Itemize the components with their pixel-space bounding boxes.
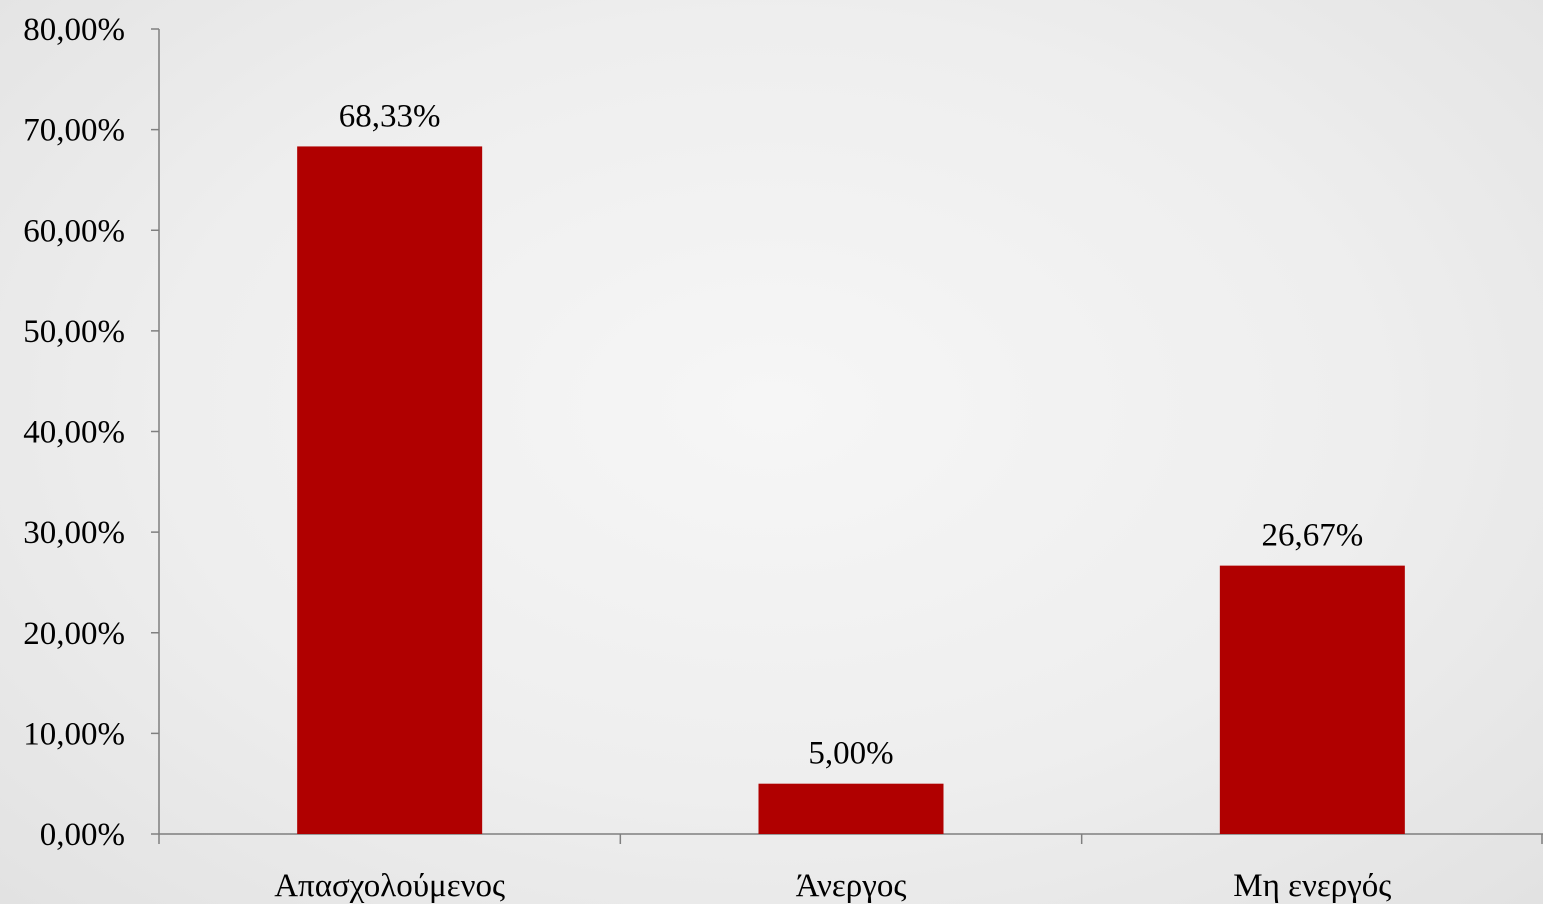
y-tick-label: 70,00% — [23, 113, 125, 149]
data-labels: 68,33% 5,00% 26,67% — [339, 98, 1363, 771]
y-tick-label: 10,00% — [23, 716, 125, 752]
bars — [297, 146, 1405, 834]
data-label: 68,33% — [339, 98, 441, 134]
y-axis: 0,00% 10,00% 20,00% 30,00% 40,00% 50,00% 60,00… — [23, 12, 160, 853]
y-tick-label: 20,00% — [23, 616, 125, 652]
x-tick-label: Άνεργος — [796, 868, 907, 904]
y-tick-label: 50,00% — [23, 314, 125, 350]
bar — [1219, 565, 1405, 834]
x-axis: Απασχολούμενος Άνεργος Μη ενεργός — [158, 833, 1543, 904]
y-tick-label: 80,00% — [23, 12, 125, 48]
x-tick-label: Μη ενεργός — [1233, 868, 1391, 904]
y-tick-label: 30,00% — [23, 515, 125, 551]
x-tick-label: Απασχολούμενος — [274, 868, 505, 904]
y-tick-label: 40,00% — [23, 415, 125, 451]
data-label: 26,67% — [1261, 518, 1363, 554]
y-tick-label: 0,00% — [40, 817, 125, 853]
bar — [758, 783, 944, 834]
bar — [297, 146, 483, 834]
y-tick-label: 60,00% — [23, 213, 125, 249]
data-label: 5,00% — [808, 736, 893, 772]
